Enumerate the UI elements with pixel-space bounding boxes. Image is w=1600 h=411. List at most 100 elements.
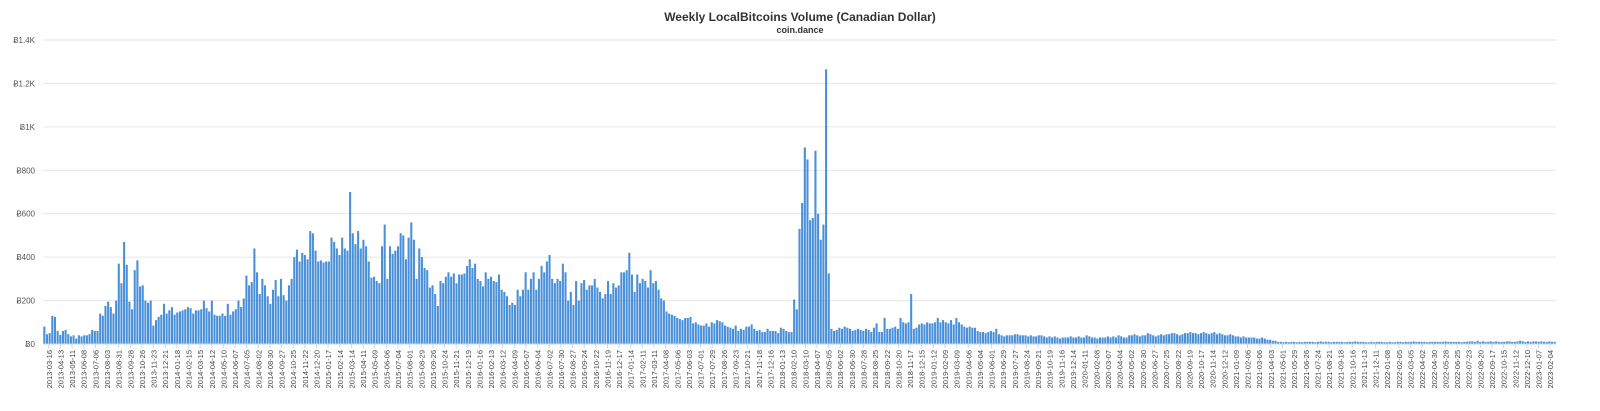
- bar[interactable]: [1213, 332, 1216, 344]
- bar[interactable]: [123, 241, 126, 344]
- bar[interactable]: [1309, 341, 1312, 344]
- bar[interactable]: [774, 330, 777, 344]
- bar[interactable]: [59, 334, 62, 344]
- bar[interactable]: [1372, 342, 1375, 344]
- bar[interactable]: [1348, 341, 1351, 344]
- bar[interactable]: [737, 330, 740, 344]
- bar[interactable]: [1418, 341, 1421, 344]
- bar[interactable]: [112, 313, 115, 344]
- bar[interactable]: [976, 330, 979, 344]
- bar[interactable]: [1513, 341, 1516, 344]
- bar[interactable]: [418, 248, 421, 344]
- bar[interactable]: [468, 259, 471, 344]
- bar[interactable]: [1176, 334, 1179, 344]
- bar[interactable]: [1487, 341, 1490, 344]
- bar[interactable]: [346, 250, 349, 344]
- bar[interactable]: [529, 278, 532, 344]
- bar[interactable]: [1269, 339, 1272, 344]
- bar[interactable]: [64, 329, 67, 344]
- bar[interactable]: [771, 330, 774, 344]
- bar[interactable]: [351, 233, 354, 344]
- bar[interactable]: [761, 332, 764, 344]
- bar[interactable]: [218, 315, 221, 344]
- bar[interactable]: [271, 289, 275, 344]
- bar[interactable]: [165, 313, 168, 344]
- bar[interactable]: [1210, 333, 1213, 344]
- bar[interactable]: [181, 310, 184, 344]
- bar[interactable]: [809, 220, 812, 344]
- bar[interactable]: [200, 309, 203, 344]
- bar[interactable]: [1362, 341, 1365, 344]
- bar[interactable]: [1399, 341, 1402, 344]
- bar[interactable]: [338, 254, 341, 344]
- bar[interactable]: [442, 283, 445, 344]
- bar[interactable]: [1322, 341, 1325, 344]
- bar[interactable]: [85, 335, 88, 344]
- bar[interactable]: [88, 334, 91, 344]
- bar[interactable]: [455, 283, 458, 344]
- bar[interactable]: [1271, 340, 1274, 344]
- bar[interactable]: [569, 291, 572, 344]
- bar[interactable]: [822, 224, 825, 344]
- bar[interactable]: [1170, 333, 1173, 344]
- bar[interactable]: [758, 329, 761, 344]
- bar[interactable]: [365, 246, 368, 344]
- bar[interactable]: [1311, 341, 1314, 344]
- bar[interactable]: [1229, 334, 1232, 344]
- bar[interactable]: [1122, 337, 1125, 344]
- bar[interactable]: [1521, 341, 1524, 344]
- bar[interactable]: [641, 278, 644, 344]
- bar[interactable]: [325, 261, 328, 344]
- bar[interactable]: [702, 325, 705, 344]
- bar[interactable]: [1516, 341, 1519, 344]
- bar[interactable]: [309, 231, 312, 344]
- bar[interactable]: [357, 231, 360, 344]
- bar[interactable]: [684, 317, 687, 344]
- bar[interactable]: [370, 277, 373, 344]
- bar[interactable]: [747, 326, 751, 344]
- bar[interactable]: [367, 261, 370, 344]
- bar[interactable]: [673, 315, 676, 344]
- bar[interactable]: [439, 281, 442, 344]
- bar[interactable]: [1011, 335, 1014, 344]
- bar[interactable]: [1136, 335, 1139, 344]
- bar[interactable]: [1043, 336, 1046, 344]
- bar[interactable]: [580, 283, 583, 344]
- bar[interactable]: [838, 327, 841, 344]
- bar[interactable]: [984, 333, 987, 344]
- bar[interactable]: [1106, 336, 1109, 344]
- bar[interactable]: [479, 281, 482, 344]
- bar[interactable]: [1548, 341, 1551, 344]
- bar[interactable]: [269, 303, 272, 344]
- bar[interactable]: [652, 283, 655, 344]
- bar[interactable]: [1402, 342, 1405, 344]
- bar[interactable]: [559, 281, 562, 344]
- bar[interactable]: [1423, 341, 1426, 344]
- bar[interactable]: [1327, 341, 1330, 344]
- bar[interactable]: [668, 313, 671, 344]
- bar[interactable]: [1093, 337, 1096, 344]
- bar[interactable]: [133, 270, 136, 344]
- bar[interactable]: [803, 147, 806, 344]
- bar[interactable]: [787, 332, 790, 344]
- bar[interactable]: [115, 300, 118, 344]
- bar[interactable]: [936, 317, 939, 344]
- bar[interactable]: [620, 272, 623, 344]
- bar[interactable]: [734, 325, 737, 344]
- bar[interactable]: [293, 257, 296, 344]
- bar[interactable]: [168, 310, 171, 344]
- bar[interactable]: [452, 273, 455, 344]
- bar[interactable]: [484, 272, 487, 344]
- bar[interactable]: [256, 272, 259, 344]
- bar[interactable]: [583, 279, 586, 344]
- bar[interactable]: [694, 322, 697, 344]
- bar[interactable]: [1500, 341, 1503, 344]
- bar[interactable]: [689, 316, 692, 344]
- bar[interactable]: [210, 300, 213, 344]
- bar[interactable]: [1154, 336, 1157, 344]
- bar[interactable]: [426, 270, 429, 344]
- bar[interactable]: [1511, 341, 1514, 344]
- bar[interactable]: [678, 319, 681, 344]
- bar[interactable]: [1247, 337, 1250, 344]
- bar[interactable]: [1314, 342, 1317, 344]
